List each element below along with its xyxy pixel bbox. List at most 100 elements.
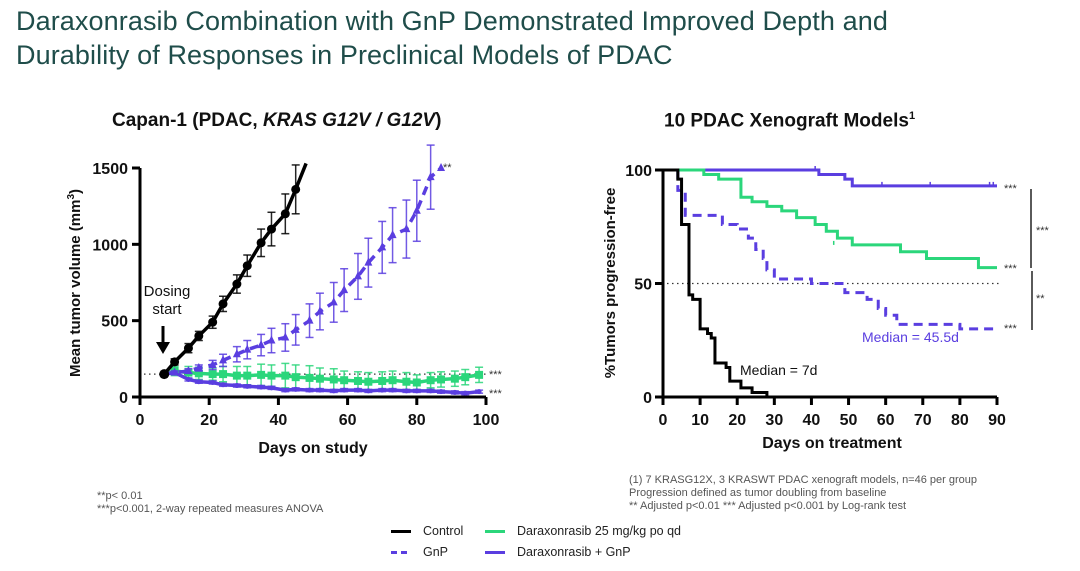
data-point xyxy=(242,261,252,271)
left-footnote-1: **p< 0.01 xyxy=(97,490,143,502)
data-point xyxy=(450,374,459,383)
data-point xyxy=(185,376,191,382)
data-point xyxy=(243,371,252,380)
data-point xyxy=(234,383,240,389)
legend-item-control: Control xyxy=(391,524,463,538)
right-x-tick-label: 90 xyxy=(988,412,1006,429)
legend-item-daraxonrasib: Daraxonrasib 25 mg/kg po qd xyxy=(485,524,681,538)
left-y-axis-label: Mean tumor volume (mm3) xyxy=(66,189,84,377)
data-point xyxy=(267,335,276,344)
slide-title-line-1: Daraxonrasib Combination with GnP Demons… xyxy=(16,6,888,36)
left-y-tick-label: 1500 xyxy=(92,161,128,178)
data-point xyxy=(232,371,241,380)
data-point xyxy=(257,340,266,349)
left-x-tick-label: 60 xyxy=(339,412,357,429)
data-point xyxy=(307,387,313,393)
dara-significance-right: *** xyxy=(1004,263,1018,275)
right-x-tick-label: 0 xyxy=(659,412,668,429)
bracket-top-significance: *** xyxy=(1036,225,1050,237)
left-y-tick-label: 500 xyxy=(101,314,128,331)
bracket-bottom-significance: ** xyxy=(1036,293,1045,305)
data-point xyxy=(258,384,264,390)
left-chart-title: Capan-1 (PDAC, KRAS G12V / G12V) xyxy=(112,110,442,131)
data-point xyxy=(388,376,397,385)
km-curve-daraxonrasib-gnp xyxy=(663,168,997,188)
right-x-tick-label: 70 xyxy=(914,412,932,429)
data-point xyxy=(353,271,362,280)
data-point xyxy=(232,349,241,358)
legend-swatch-daraxonrasib xyxy=(485,529,505,533)
data-point xyxy=(184,366,193,375)
right-y-tick-label: 100 xyxy=(625,163,652,180)
data-point xyxy=(267,371,276,380)
right-x-tick-label: 30 xyxy=(765,412,783,429)
data-point xyxy=(194,331,204,341)
data-point xyxy=(388,230,397,239)
data-point xyxy=(170,367,179,376)
data-point xyxy=(476,389,482,395)
km-curve-control xyxy=(663,168,769,397)
data-point xyxy=(268,385,274,391)
series-line xyxy=(163,166,443,376)
data-point xyxy=(378,242,387,251)
left-x-tick-label: 0 xyxy=(136,412,145,429)
median-gnp-label: Median = 45.5d xyxy=(862,329,959,345)
data-point xyxy=(340,376,349,385)
data-point xyxy=(210,379,216,385)
left-footnotes: **p< 0.01 ***p<0.001, 2-way repeated mea… xyxy=(97,490,323,516)
combo-significance-left: *** xyxy=(489,388,503,400)
data-point xyxy=(305,315,314,324)
dara-significance-left: *** xyxy=(489,369,503,381)
left-x-tick-label: 80 xyxy=(408,412,426,429)
right-x-tick-label: 40 xyxy=(803,412,821,429)
data-point xyxy=(208,359,217,368)
left-x-tick-label: 20 xyxy=(200,412,218,429)
left-series-gnp xyxy=(163,144,446,376)
data-point xyxy=(340,285,349,294)
data-point xyxy=(232,279,242,289)
data-point xyxy=(266,224,276,234)
data-point xyxy=(244,383,250,389)
right-x-tick-label: 60 xyxy=(877,412,895,429)
dosing-start-point xyxy=(159,369,170,380)
right-plot: 0 50 100 0 10 20 30 40 50 60 70 80 90 xyxy=(625,163,1006,429)
data-point xyxy=(194,369,203,378)
data-point xyxy=(475,370,484,379)
data-point xyxy=(462,390,468,396)
data-point xyxy=(461,373,470,382)
data-point xyxy=(196,379,202,385)
data-point xyxy=(243,344,252,353)
slide-title: Daraxonrasib Combination with GnP Demons… xyxy=(16,4,888,72)
right-x-tick-label: 10 xyxy=(691,412,709,429)
data-point xyxy=(281,371,290,380)
data-point xyxy=(281,332,290,341)
data-point xyxy=(218,299,228,309)
data-point xyxy=(426,376,435,385)
data-point xyxy=(257,370,266,379)
right-footnote-2: Progression defined as tumor doubling fr… xyxy=(629,487,887,499)
legend-item-combo: Daraxonrasib + GnP xyxy=(485,545,631,559)
legend-swatch-control xyxy=(391,529,411,533)
left-x-axis-label: Days on study xyxy=(258,440,367,457)
data-point xyxy=(293,386,299,392)
left-y-tick-label: 0 xyxy=(119,390,128,407)
data-point xyxy=(291,184,301,194)
dosing-start-label-1: Dosing xyxy=(144,283,191,300)
data-point xyxy=(282,387,288,393)
data-point xyxy=(315,306,324,315)
right-footnote-1: (1) 7 KRASG12X, 3 KRASWT PDAC xenograft … xyxy=(629,474,977,486)
dosing-arrow-icon xyxy=(156,326,170,354)
data-point xyxy=(208,317,218,327)
right-footnotes: (1) 7 KRASG12X, 3 KRASWT PDAC xenograft … xyxy=(629,474,977,513)
data-point xyxy=(355,387,361,393)
left-series-daraxonrasib-gnp xyxy=(163,370,484,396)
data-point xyxy=(438,389,444,395)
data-point xyxy=(219,355,228,364)
left-plot: 0 500 1000 1500 0 20 40 60 80 100 xyxy=(92,144,499,429)
data-point xyxy=(315,374,324,383)
significance-brackets xyxy=(1030,189,1033,330)
data-point xyxy=(331,388,337,394)
right-y-axis-label: %Tumors progression-free xyxy=(602,188,619,379)
data-point xyxy=(317,387,323,393)
left-footnote-2: ***p<0.001, 2-way repeated measures ANOV… xyxy=(97,503,324,515)
